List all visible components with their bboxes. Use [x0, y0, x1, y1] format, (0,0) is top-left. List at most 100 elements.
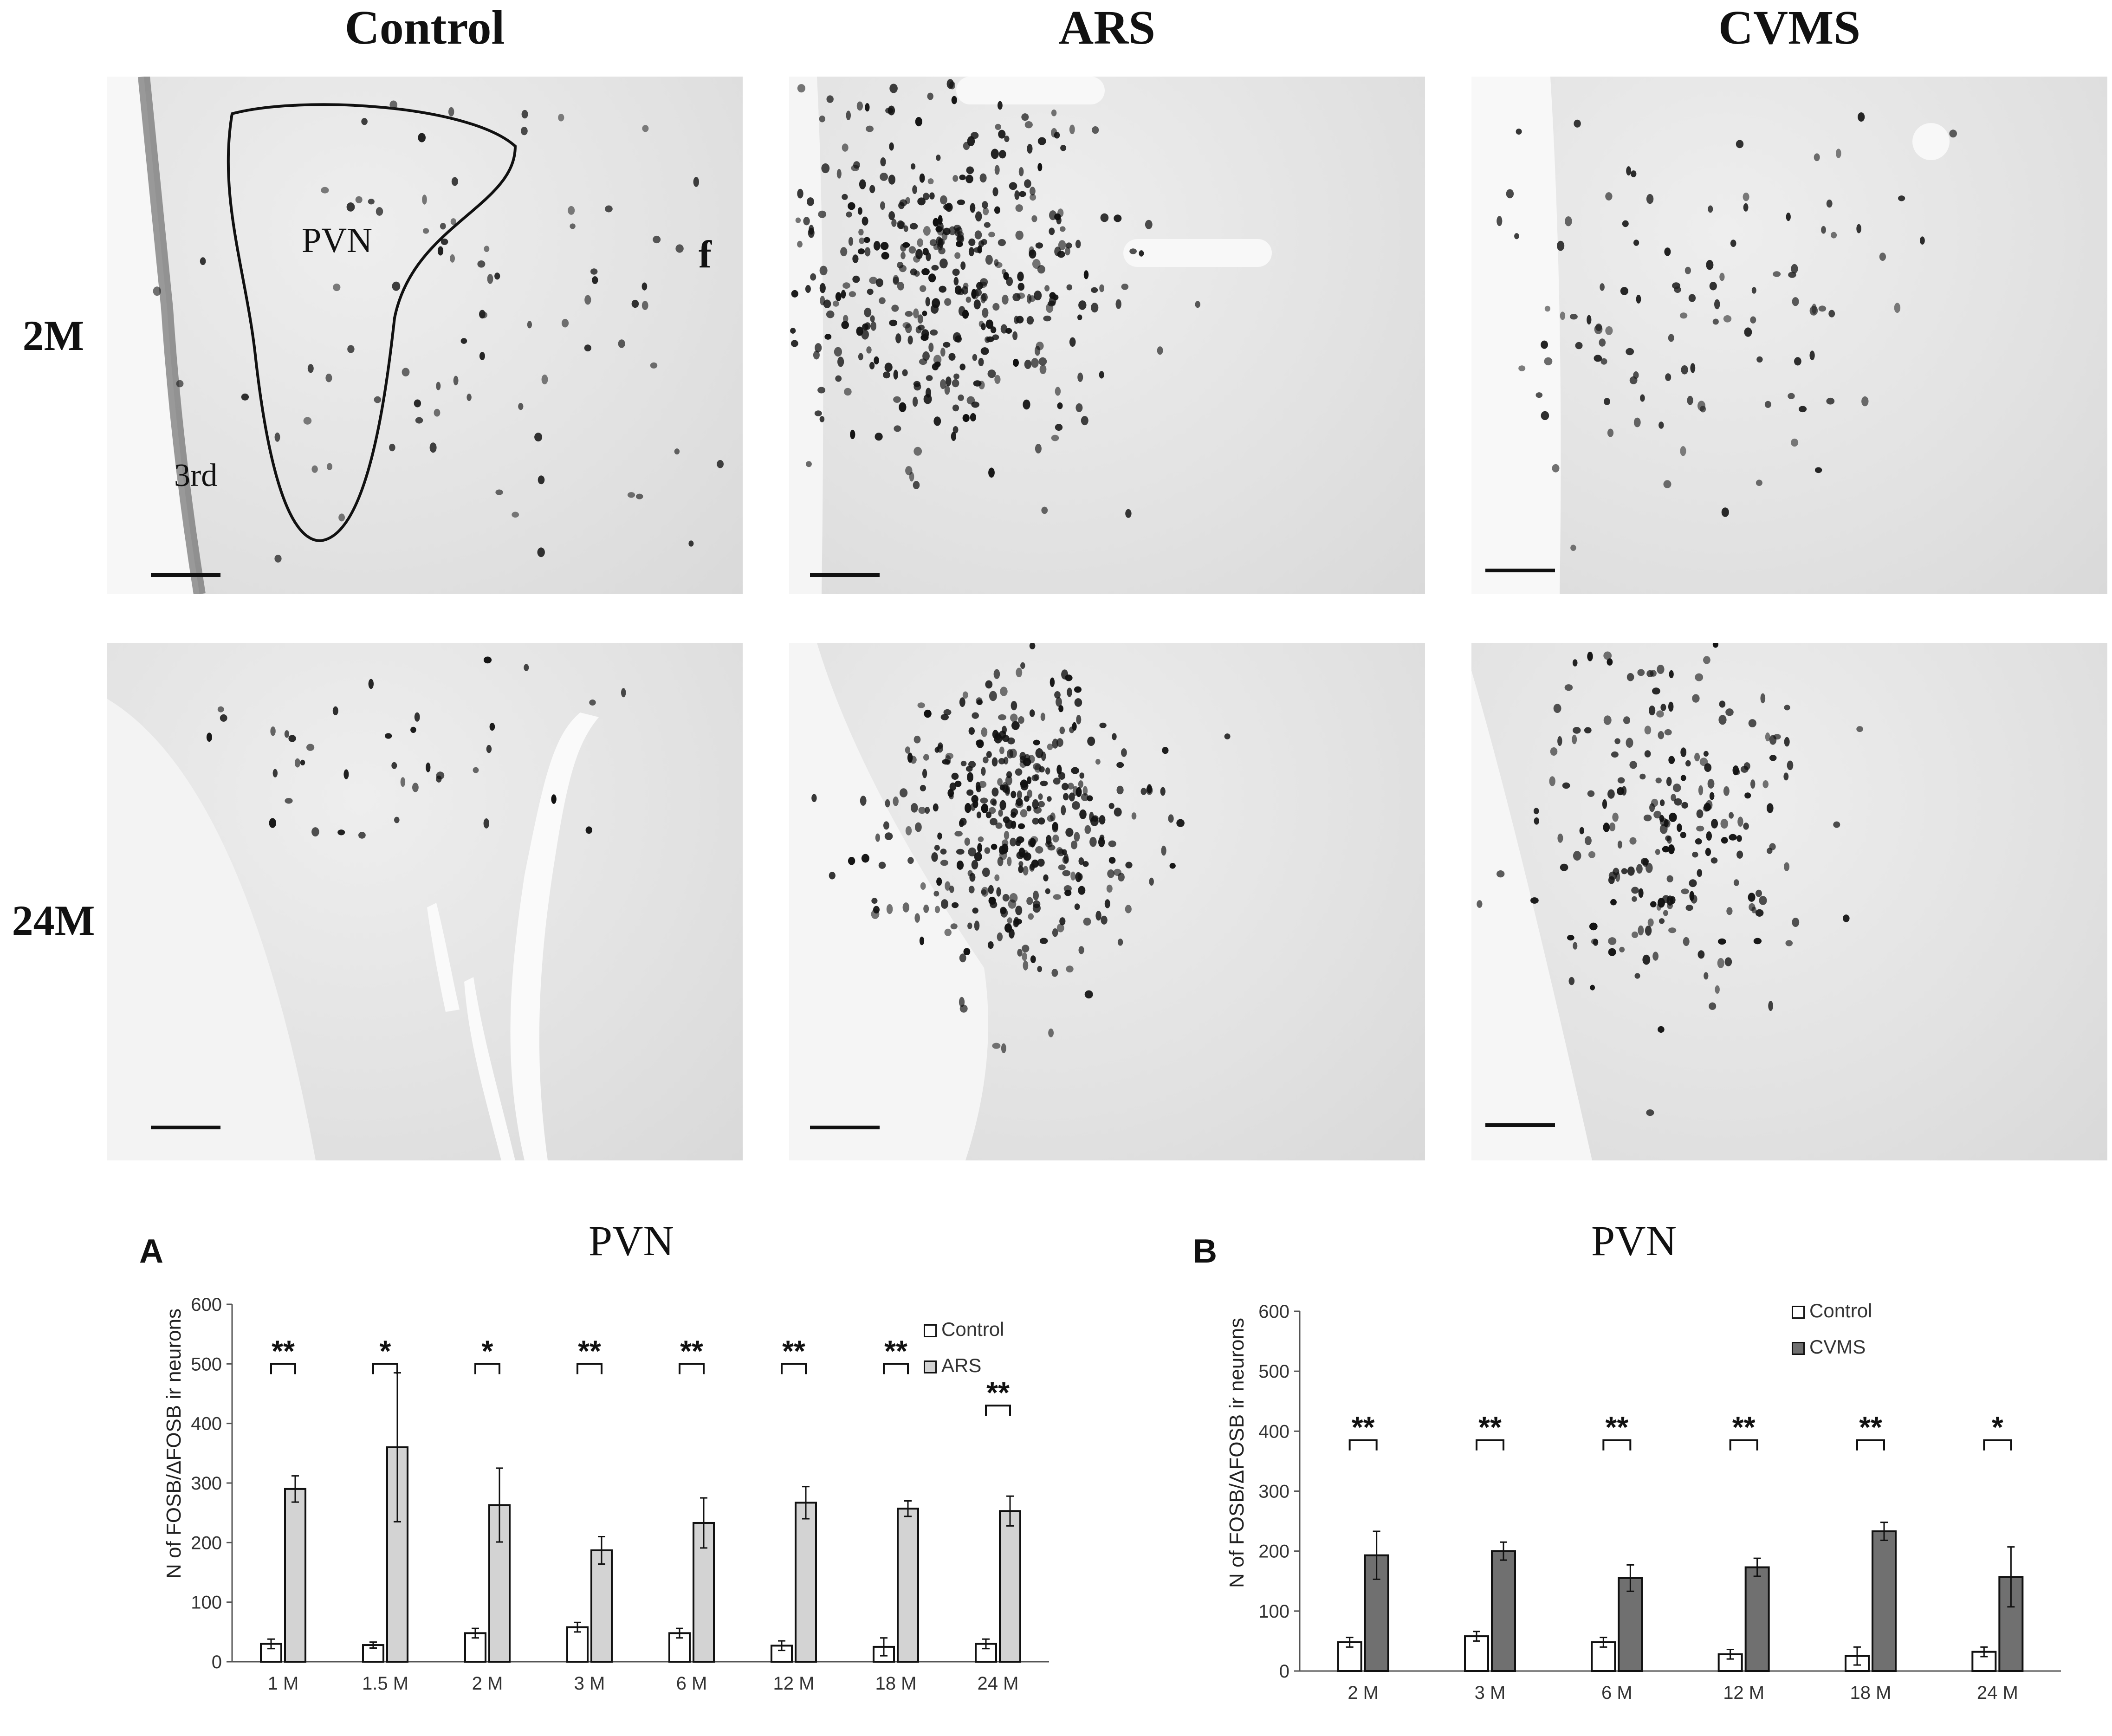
stained-cell — [1091, 303, 1099, 313]
stained-cell — [627, 492, 635, 498]
stained-cell — [1066, 284, 1073, 291]
stained-cell — [1002, 839, 1009, 847]
stained-cell — [943, 709, 952, 716]
stained-cell — [923, 904, 929, 913]
chart-b-significance-bracket — [1983, 1439, 2012, 1451]
stained-cell — [1690, 363, 1696, 373]
stained-cell — [913, 308, 919, 318]
micrograph-ars-2m-art — [789, 77, 1272, 594]
stained-cell — [1717, 938, 1726, 945]
stained-cell — [1176, 819, 1185, 827]
stained-cell — [975, 211, 982, 222]
stained-cell — [968, 238, 976, 246]
stained-cell — [884, 363, 893, 372]
stained-cell — [818, 210, 827, 218]
stained-cell — [1099, 371, 1104, 379]
stained-cell — [1664, 729, 1672, 736]
stained-cell — [1497, 216, 1503, 227]
stained-cell — [870, 321, 876, 331]
stained-cell — [1898, 195, 1905, 201]
chart-b-y-tick-label: 500 — [1258, 1361, 1289, 1382]
chart-b-x-tick-label: 12 M — [1723, 1683, 1764, 1703]
stained-cell — [986, 751, 992, 758]
stained-cell — [1139, 250, 1144, 257]
stained-cell — [1636, 294, 1641, 304]
stained-cell — [1116, 785, 1124, 795]
stained-cell — [919, 936, 925, 946]
stained-cell — [1589, 922, 1598, 931]
stained-cell — [1006, 277, 1013, 286]
stained-cell — [973, 380, 982, 387]
stained-cell — [1091, 287, 1098, 293]
stained-cell — [1720, 818, 1729, 829]
stained-cell — [902, 902, 909, 913]
stained-cell — [1056, 764, 1062, 775]
stained-cell — [946, 376, 952, 386]
stained-cell — [1062, 856, 1069, 864]
stained-cell — [1020, 662, 1025, 669]
stained-cell — [1633, 417, 1641, 428]
stained-cell — [918, 807, 926, 814]
stained-cell — [1664, 247, 1671, 256]
chart-b-bar — [1744, 1566, 1770, 1672]
chart-a-x-tick-label: 2 M — [472, 1673, 503, 1694]
stained-cell — [1663, 910, 1668, 916]
stained-cell — [1767, 803, 1774, 813]
stained-cell — [1685, 905, 1693, 911]
stained-cell — [483, 818, 489, 829]
stained-cell — [385, 733, 392, 739]
stained-cell — [875, 278, 883, 287]
chart-b-y-tick-label: 100 — [1258, 1601, 1289, 1622]
stained-cell — [1715, 985, 1720, 994]
stained-cell — [968, 847, 977, 857]
stained-cell — [1056, 697, 1062, 707]
stained-cell — [1067, 687, 1072, 697]
stained-cell — [1573, 851, 1581, 861]
stained-cell — [875, 433, 883, 441]
stained-cell — [1626, 673, 1634, 681]
stained-cell — [1633, 240, 1639, 246]
stained-cell — [217, 706, 224, 713]
stained-cell — [1687, 395, 1693, 405]
stained-cell — [917, 238, 923, 247]
stained-cell — [1004, 831, 1010, 840]
stained-cell — [1560, 311, 1566, 320]
chart-a-significance-label: ** — [884, 1334, 907, 1367]
stained-cell — [1075, 240, 1081, 248]
stained-cell — [1051, 969, 1058, 977]
stained-cell — [967, 772, 973, 783]
stained-cell — [1018, 716, 1024, 724]
stained-cell — [899, 402, 907, 412]
stained-cell — [994, 874, 1000, 881]
stained-cell — [1659, 918, 1665, 924]
stained-cell — [1099, 722, 1107, 728]
stained-cell — [1001, 1043, 1006, 1054]
stained-cell — [976, 811, 982, 819]
stained-cell — [1114, 214, 1122, 222]
stained-cell — [1617, 840, 1622, 849]
stained-cell — [873, 241, 881, 251]
stained-cell — [422, 194, 427, 205]
micrograph-cvms-24m-art — [1471, 643, 1863, 1160]
stained-cell — [512, 512, 519, 518]
stained-cell — [1041, 506, 1048, 514]
stained-cell — [1703, 805, 1710, 812]
stained-cell — [1056, 923, 1064, 933]
stained-cell — [1037, 965, 1042, 972]
stained-cell — [1014, 190, 1020, 200]
stained-cell — [1516, 129, 1522, 135]
stained-cell — [300, 759, 305, 765]
stained-cell — [977, 843, 982, 853]
stained-cell — [641, 301, 648, 310]
stained-cell — [1640, 858, 1649, 865]
stained-cell — [992, 187, 998, 196]
stained-cell — [940, 714, 949, 720]
stained-cell — [1621, 868, 1627, 874]
stained-cell — [913, 447, 922, 456]
stained-cell — [489, 723, 495, 731]
chart-b-significance-label: ** — [1352, 1411, 1375, 1444]
stained-cell — [1057, 402, 1063, 409]
stained-cell — [934, 845, 940, 851]
stained-cell — [891, 219, 897, 227]
stained-cell — [874, 356, 879, 365]
